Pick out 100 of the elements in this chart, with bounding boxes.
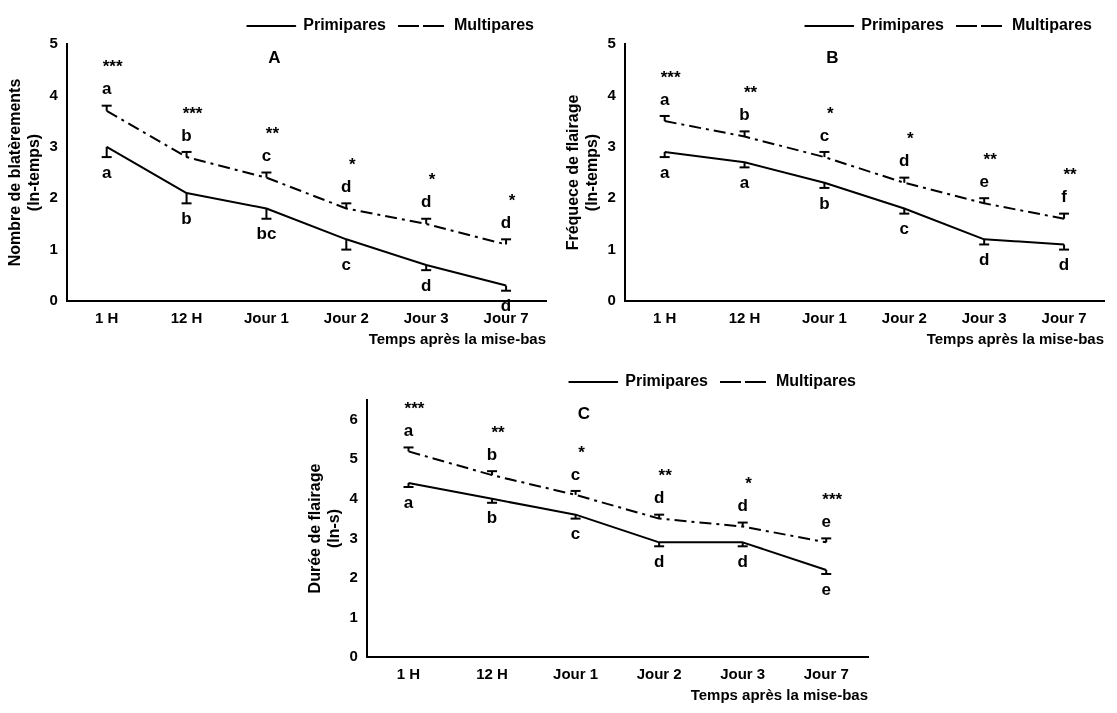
annotation: ***: [102, 57, 123, 77]
x-tick-label: Jour 2: [881, 309, 927, 327]
data-label: a: [659, 89, 670, 109]
x-tick-label: 1 H: [95, 309, 119, 327]
annotation: **: [983, 149, 998, 169]
annotation: **: [658, 466, 673, 486]
annotation: **: [743, 83, 758, 103]
data-label: e: [979, 171, 989, 191]
data-label: b: [486, 508, 498, 528]
y-tick-label: 4: [49, 85, 59, 103]
annotation: ***: [822, 490, 843, 510]
x-tick-label: Jour 3: [720, 665, 766, 683]
y-tick-label: 4: [607, 85, 617, 103]
data-label: c: [261, 146, 272, 166]
x-axis-title: Temps après la mise-bas: [368, 330, 546, 348]
legend-label: Multipares: [775, 372, 857, 390]
data-label: c: [899, 219, 910, 239]
x-tick-label: 1 H: [653, 309, 677, 327]
annotation: *: [508, 191, 516, 211]
y-tick-label: 5: [349, 449, 358, 467]
data-label: c: [819, 125, 830, 145]
legend-label: Primipares: [303, 16, 387, 34]
data-label: e: [821, 512, 831, 532]
legend-label: Primipares: [625, 372, 709, 390]
data-label: d: [653, 551, 665, 571]
data-label: c: [570, 524, 581, 544]
chart-title: B: [826, 47, 839, 67]
x-tick-label: Jour 7: [1041, 309, 1087, 327]
y-tick-label: 3: [349, 528, 358, 546]
legend-label: Multipares: [453, 16, 535, 34]
annotation: ***: [660, 67, 681, 87]
y-tick-label: 2: [349, 568, 358, 586]
y-tick-label: 2: [49, 188, 58, 206]
data-label: a: [403, 492, 414, 512]
annotation: *: [428, 170, 436, 190]
data-label: b: [181, 209, 192, 229]
x-axis-title: Temps après la mise-bas: [690, 686, 868, 704]
annotation: *: [578, 442, 586, 462]
legend-label: Primipares: [861, 16, 945, 34]
x-tick-label: 12 H: [728, 309, 761, 327]
y-tick-label: 2: [607, 188, 616, 206]
x-tick-label: Jour 1: [801, 309, 847, 327]
x-tick-label: Jour 1: [553, 665, 599, 683]
x-tick-label: Jour 3: [403, 309, 449, 327]
y-tick-label: 0: [49, 291, 58, 309]
annotation: *: [907, 129, 914, 149]
y-tick-label: 1: [349, 607, 358, 625]
data-label: d: [653, 488, 665, 508]
annotation: **: [1063, 165, 1078, 185]
y-axis-title: Fréquece de flairage (ln-temps): [564, 94, 601, 251]
annotation: ***: [404, 399, 425, 419]
annotation: ***: [182, 103, 203, 123]
data-label: d: [737, 551, 748, 571]
data-label: d: [899, 151, 910, 171]
y-tick-label: 3: [49, 136, 58, 154]
chart-title: A: [268, 47, 281, 67]
data-label: b: [486, 444, 498, 464]
annotation: **: [491, 422, 506, 442]
data-label: d: [420, 192, 432, 212]
y-tick-label: 0: [607, 291, 616, 309]
x-tick-label: Jour 1: [243, 309, 289, 327]
data-label: a: [403, 421, 414, 441]
y-tick-label: 1: [49, 239, 58, 257]
y-axis-title: Durée de flairage (ln-s): [306, 463, 343, 594]
x-tick-label: Jour 3: [961, 309, 1007, 327]
legend-label: Multipares: [1011, 16, 1093, 34]
y-tick-label: 0: [349, 647, 358, 665]
data-label: f: [1061, 187, 1068, 207]
x-tick-label: 1 H: [396, 665, 421, 683]
data-label: b: [739, 105, 750, 125]
data-label: e: [821, 579, 831, 599]
data-label: bc: [256, 224, 277, 244]
annotation: *: [827, 103, 835, 123]
data-label: d: [737, 496, 748, 516]
data-label: d: [978, 250, 990, 270]
annotation: *: [745, 474, 753, 494]
y-tick-label: 3: [607, 136, 616, 154]
data-label: c: [570, 464, 581, 484]
data-label: c: [341, 255, 352, 275]
x-tick-label: Jour 7: [803, 665, 849, 683]
data-label: a: [739, 173, 750, 193]
data-label: b: [819, 193, 830, 213]
data-label: d: [341, 177, 352, 197]
x-tick-label: Jour 2: [323, 309, 369, 327]
x-axis-title: Temps après la mise-bas: [926, 330, 1104, 348]
annotation: **: [265, 124, 280, 144]
data-label: b: [181, 125, 192, 145]
data-label: d: [1058, 255, 1070, 275]
annotation: *: [349, 155, 356, 175]
data-label: a: [101, 79, 112, 99]
data-label: d: [420, 275, 432, 295]
chart-title: C: [577, 403, 591, 423]
y-tick-label: 1: [607, 239, 616, 257]
x-tick-label: 12 H: [476, 665, 508, 683]
y-tick-label: 6: [349, 409, 358, 427]
data-label: a: [659, 162, 670, 182]
x-tick-label: 12 H: [170, 309, 203, 327]
y-tick-label: 4: [349, 488, 359, 506]
y-axis-title: Nombre de blatèrements (ln-temps): [6, 78, 43, 267]
data-label: d: [500, 213, 512, 233]
